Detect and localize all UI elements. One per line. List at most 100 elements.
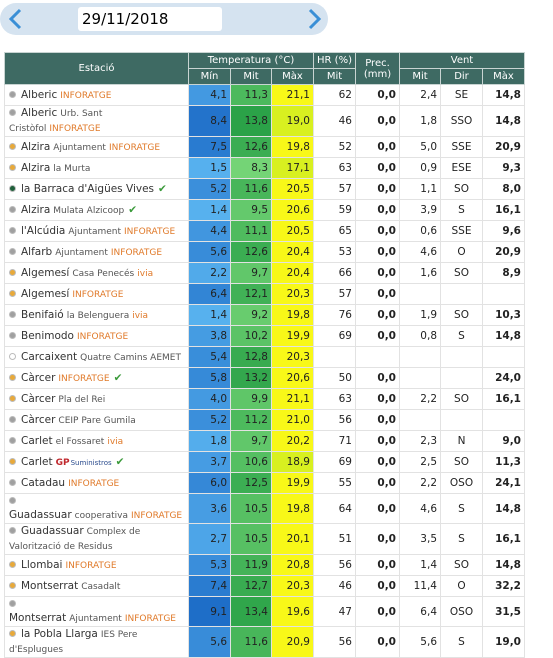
- station-name: Alberic: [21, 107, 58, 119]
- station-cell: Carlet GPSuministros ✔: [4, 451, 189, 473]
- value-cell: 10,6: [230, 451, 272, 473]
- station-row: Montserrat Ajuntament INFORATGE 9,1 13,4 19,6…: [4, 596, 525, 627]
- value-cell: [440, 346, 483, 368]
- station-row: Càrcer Pla del Rei 4,0 9,9 21,1 63 0,0 2,2 SO 16,…: [4, 388, 525, 410]
- value-cell: 19,9: [271, 325, 314, 347]
- value-cell: 2,5: [399, 451, 441, 473]
- station-name: la Barraca d'Aigües Vives: [21, 183, 155, 195]
- value-cell: 7,5: [188, 136, 231, 158]
- value-cell: 0,0: [355, 472, 400, 494]
- value-cell: 0,0: [355, 220, 400, 242]
- value-cell: 17,1: [271, 157, 314, 179]
- next-arrow[interactable]: [308, 8, 322, 30]
- value-cell: 1,9: [399, 304, 441, 326]
- value-cell: 19,0: [482, 626, 525, 658]
- value-cell: 31,5: [482, 596, 525, 627]
- value-cell: 0,9: [399, 157, 441, 179]
- status-dot: [9, 205, 16, 213]
- station-sub: el Fossaret: [55, 436, 105, 447]
- status-dot: [9, 373, 16, 381]
- value-cell: SSE: [440, 136, 483, 158]
- value-cell: 20,3: [271, 283, 314, 305]
- value-cell: 4,6: [399, 241, 441, 263]
- station-row: Benimodo INFORATGE 3,8 10,2 19,9 69 0,0 0,8 S 14,…: [4, 325, 525, 347]
- col-header: Temperatura (°C): [188, 52, 314, 69]
- station-cell: Llombai INFORATGE: [4, 554, 189, 576]
- station-row: Càrcer INFORATGE ✔ 5,8 13,2 20,6 50 0,0 24,0: [4, 367, 525, 389]
- value-cell: 2,4: [399, 84, 441, 106]
- station-row: Algemesí INFORATGE 6,4 12,1 20,3 57 0,0: [4, 283, 525, 305]
- value-cell: 20,6: [271, 367, 314, 389]
- station-row: Llombai INFORATGE 5,3 11,9 20,8 56 0,0 1,4 SO 14,…: [4, 554, 525, 576]
- station-row: Algemesí Casa Penecés ivia 2,2 9,7 20,4 66 0,0 1…: [4, 262, 525, 284]
- value-cell: 20,9: [482, 136, 525, 158]
- value-cell: 7,4: [188, 575, 231, 597]
- status-dot: [9, 185, 16, 192]
- station-cell: Algemesí INFORATGE: [4, 283, 189, 305]
- station-name: Montserrat: [21, 579, 79, 592]
- status-dot: [9, 436, 16, 444]
- value-cell: [482, 346, 525, 368]
- value-cell: O: [440, 241, 483, 263]
- station-network: INFORATGE: [60, 90, 112, 101]
- verified-check: ✔: [128, 203, 138, 216]
- station-name: Càrcer: [21, 371, 56, 384]
- value-cell: SO: [440, 451, 483, 473]
- value-cell: 5,3: [188, 554, 231, 576]
- value-cell: 46: [313, 105, 356, 137]
- value-cell: 3,7: [188, 451, 231, 473]
- value-cell: S: [440, 325, 483, 347]
- station-cell: Benimodo INFORATGE: [4, 325, 189, 347]
- station-name: Alberic: [21, 88, 58, 101]
- value-cell: [440, 409, 483, 431]
- value-cell: 0,0: [355, 199, 400, 221]
- value-cell: 0,0: [355, 626, 400, 658]
- station-cell: la Barraca d'Aigües Vives ✔: [4, 178, 189, 200]
- value-cell: 0,0: [355, 304, 400, 326]
- value-cell: 12,1: [230, 283, 272, 305]
- value-cell: 8,0: [482, 178, 525, 200]
- col-header: Vent: [399, 52, 525, 69]
- value-cell: 0,0: [355, 84, 400, 106]
- col-header: Estació: [4, 52, 189, 85]
- value-cell: 10,5: [230, 523, 272, 555]
- station-network: INFORATGE: [124, 614, 176, 624]
- value-cell: 19,9: [271, 472, 314, 494]
- date-input[interactable]: 29/11/2018: [78, 7, 222, 31]
- value-cell: [482, 409, 525, 431]
- sub-header: Màx: [271, 68, 314, 85]
- value-cell: 55: [313, 472, 356, 494]
- value-cell: 20,9: [271, 626, 314, 658]
- status-dot: [9, 331, 16, 339]
- value-cell: 56: [313, 626, 356, 658]
- value-cell: [355, 346, 400, 368]
- value-cell: 2,7: [188, 523, 231, 555]
- value-cell: 65: [313, 220, 356, 242]
- value-cell: 19,6: [271, 596, 314, 627]
- value-cell: 1,4: [399, 554, 441, 576]
- value-cell: 19,8: [271, 136, 314, 158]
- station-row: l'Alcúdia Ajuntament INFORATGE 4,4 11,1 20,5 6…: [4, 220, 525, 242]
- station-sub: Casadalt: [81, 581, 121, 592]
- value-cell: 20,5: [271, 178, 314, 200]
- status-dot: [9, 394, 16, 402]
- status-dot: [9, 268, 16, 276]
- value-cell: 1,4: [188, 199, 231, 221]
- value-cell: 32,2: [482, 575, 525, 597]
- station-row: Alzira la Murta 1,5 8,3 17,1 63 0,0 0,9 ESE 9,3: [4, 157, 525, 179]
- prev-arrow[interactable]: [8, 8, 22, 30]
- status-dot: [9, 478, 16, 486]
- value-cell: 0,0: [355, 262, 400, 284]
- station-network: ivia: [132, 310, 149, 321]
- status-dot: [9, 226, 16, 234]
- value-cell: 69: [313, 451, 356, 473]
- status-dot: [9, 527, 16, 534]
- station-name: Catadau: [21, 476, 66, 489]
- value-cell: 1,4: [188, 304, 231, 326]
- station-sub: Mulata Alzicoop: [53, 205, 125, 216]
- value-cell: 3,5: [399, 523, 441, 555]
- value-cell: 11,4: [399, 575, 441, 597]
- station-name: Carcaixent: [21, 350, 78, 363]
- value-cell: 63: [313, 388, 356, 410]
